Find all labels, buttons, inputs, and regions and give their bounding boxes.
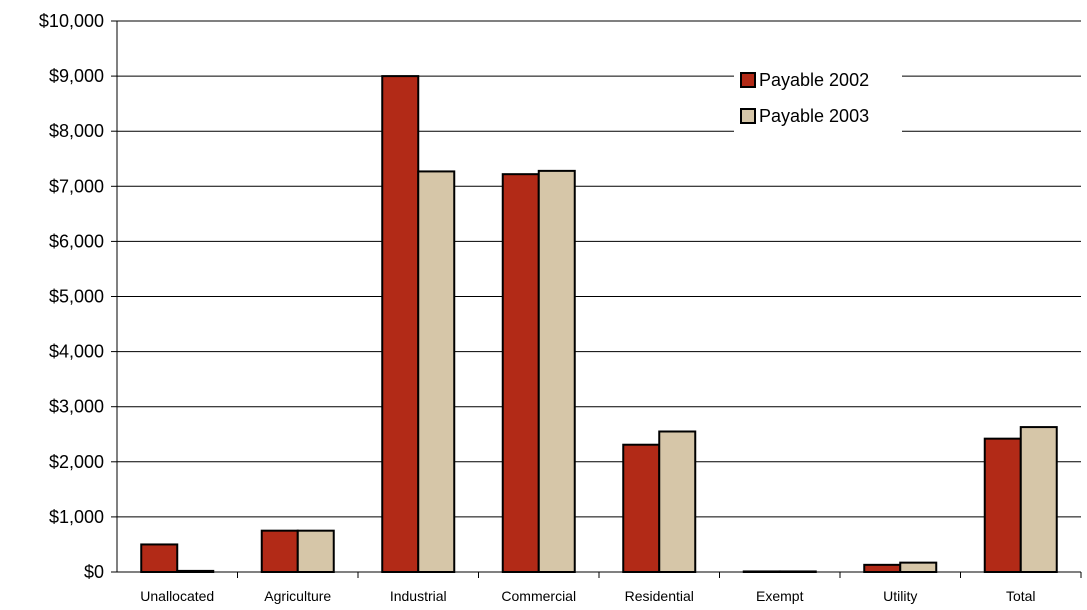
- y-tick-label: $4,000: [49, 342, 104, 362]
- x-category-label: Commercial: [501, 588, 576, 604]
- legend: Payable 2002 Payable 2003: [734, 64, 902, 132]
- y-tick-label: $6,000: [49, 231, 104, 251]
- y-tick-label: $8,000: [49, 121, 104, 141]
- y-tick-label: $7,000: [49, 176, 104, 196]
- bar-payable-2003: [1019, 426, 1058, 573]
- x-category-label: Utility: [883, 588, 917, 604]
- x-category-label: Residential: [625, 588, 694, 604]
- bar-payable-2002: [983, 437, 1022, 573]
- y-tick-label: $0: [84, 562, 104, 582]
- y-tick-label: $9,000: [49, 66, 104, 86]
- axes: [111, 20, 1082, 578]
- bar-payable-2003: [537, 169, 576, 573]
- bar-payable-2002: [501, 173, 540, 573]
- legend-label: Payable 2002: [759, 70, 869, 90]
- bar-payable-2003: [176, 569, 215, 574]
- x-category-label: Unallocated: [140, 588, 214, 604]
- y-tick-label: $10,000: [39, 11, 104, 31]
- bar-payable-2002: [140, 543, 179, 574]
- legend-label: Payable 2003: [759, 106, 869, 126]
- gridlines: [117, 20, 1081, 518]
- bar-payable-2002: [622, 443, 661, 573]
- y-tick-label: $3,000: [49, 397, 104, 417]
- bar-payable-2002: [742, 570, 781, 573]
- bar-payable-2003: [658, 430, 697, 573]
- legend-swatch: [740, 72, 756, 88]
- bar-payable-2003: [778, 570, 817, 573]
- bar-payable-2003: [296, 529, 335, 573]
- x-category-label: Total: [1006, 588, 1036, 604]
- legend-swatch: [740, 108, 756, 124]
- bar-payable-2002: [260, 529, 299, 573]
- legend-box: [734, 64, 902, 132]
- x-category-label: Agriculture: [264, 588, 331, 604]
- bar-payable-2002: [863, 563, 902, 573]
- bars: [140, 75, 1058, 574]
- y-tick-label: $2,000: [49, 452, 104, 472]
- bar-payable-2002: [381, 75, 420, 573]
- x-category-label: Industrial: [390, 588, 447, 604]
- bar-payable-2003: [899, 561, 938, 573]
- y-tick-label: $1,000: [49, 507, 104, 527]
- y-tick-label: $5,000: [49, 287, 104, 307]
- x-category-label: Exempt: [756, 588, 804, 604]
- bar-payable-2003: [417, 170, 456, 573]
- labels: $0 $1,000 $2,000 $3,000 $4,000 $5,000 $6,000 $7…: [39, 11, 1036, 604]
